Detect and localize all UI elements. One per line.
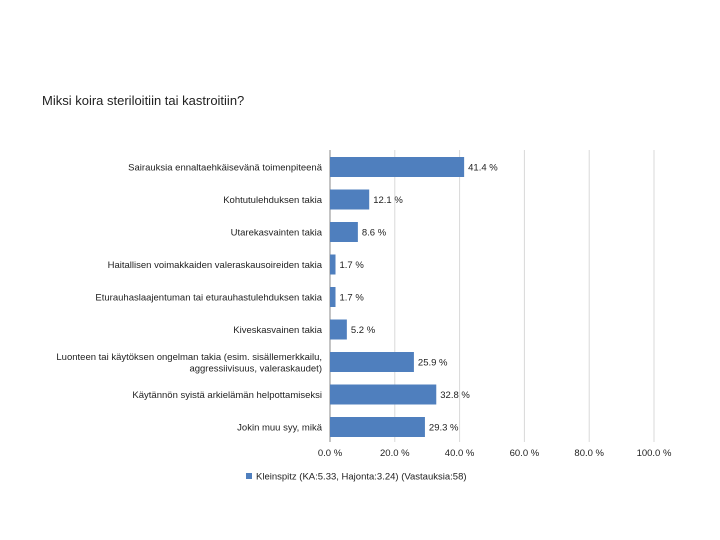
- x-tick-label: 20.0 %: [380, 448, 410, 459]
- bar: [330, 352, 414, 372]
- category-label-line: Utarekasvainten takia: [231, 228, 323, 239]
- data-label: 1.7 %: [340, 293, 365, 304]
- category-label: Eturauhaslaajentuman tai eturauhastulehd…: [95, 293, 322, 304]
- x-tick-label: 60.0 %: [510, 448, 540, 459]
- category-label: Kohtutulehduksen takia: [223, 195, 322, 206]
- labels: 41.4 % Sairauksia ennaltaehkäisevänä toim…: [56, 163, 498, 434]
- chart-question-title: Miksi koira steriloitiin tai kastroitiin…: [42, 93, 245, 108]
- bar: [330, 222, 358, 242]
- bars: [330, 157, 465, 437]
- data-label: 25.9 %: [418, 358, 448, 369]
- category-label: Utarekasvainten takia: [231, 228, 323, 239]
- legend-label: Kleinspitz (KA:5.33, Hajonta:3.24) (Vast…: [256, 472, 467, 483]
- bar: [330, 157, 465, 177]
- bar: [330, 254, 336, 275]
- x-tick-label: 40.0 %: [445, 448, 475, 459]
- data-label: 5.2 %: [351, 325, 376, 336]
- category-label-line: Haitallisen voimakkaiden valeraskausoire…: [108, 260, 323, 271]
- bar: [330, 287, 336, 307]
- data-label: 1.7 %: [340, 260, 365, 271]
- x-axis-ticks: 0.0 % 20.0 % 40.0 % 60.0 % 80.0 % 100.0 %: [318, 448, 672, 459]
- data-label: 41.4 %: [468, 163, 498, 174]
- category-label-line: Käytännön syistä arkielämän helpottamise…: [132, 390, 322, 401]
- category-label: Kiveskasvainen takia: [233, 325, 322, 336]
- data-label: 29.3 %: [429, 423, 459, 434]
- data-label: 8.6 %: [362, 228, 387, 239]
- category-label-line: Kiveskasvainen takia: [233, 325, 322, 336]
- category-label: Käytännön syistä arkielämän helpottamise…: [132, 390, 322, 401]
- category-label-line: Jokin muu syy, mikä: [237, 423, 323, 434]
- category-label-line: Kohtutulehduksen takia: [223, 195, 322, 206]
- category-label-line: Sairauksia ennaltaehkäisevänä toimenpite…: [128, 163, 323, 174]
- data-label: 32.8 %: [440, 390, 470, 401]
- category-label-line: aggressiivisuus, valeraskaudet): [189, 363, 322, 374]
- legend-swatch: [246, 473, 252, 479]
- category-label: Haitallisen voimakkaiden valeraskausoire…: [108, 260, 323, 271]
- category-label-line: Eturauhaslaajentuman tai eturauhastulehd…: [95, 293, 322, 304]
- category-label: Sairauksia ennaltaehkäisevänä toimenpite…: [128, 163, 323, 174]
- bar: [330, 189, 370, 210]
- x-tick-label: 100.0 %: [637, 448, 672, 459]
- x-tick-label: 0.0 %: [318, 448, 343, 459]
- bar: [330, 384, 437, 405]
- legend: Kleinspitz (KA:5.33, Hajonta:3.24) (Vast…: [246, 472, 467, 483]
- bar: [330, 319, 347, 340]
- x-tick-label: 80.0 %: [574, 448, 604, 459]
- bar: [330, 417, 425, 437]
- category-label: Luonteen tai käytöksen ongelman takia (e…: [56, 352, 322, 375]
- data-label: 12.1 %: [373, 195, 403, 206]
- category-label: Jokin muu syy, mikä: [237, 423, 323, 434]
- category-label-line: Luonteen tai käytöksen ongelman takia (e…: [56, 352, 322, 363]
